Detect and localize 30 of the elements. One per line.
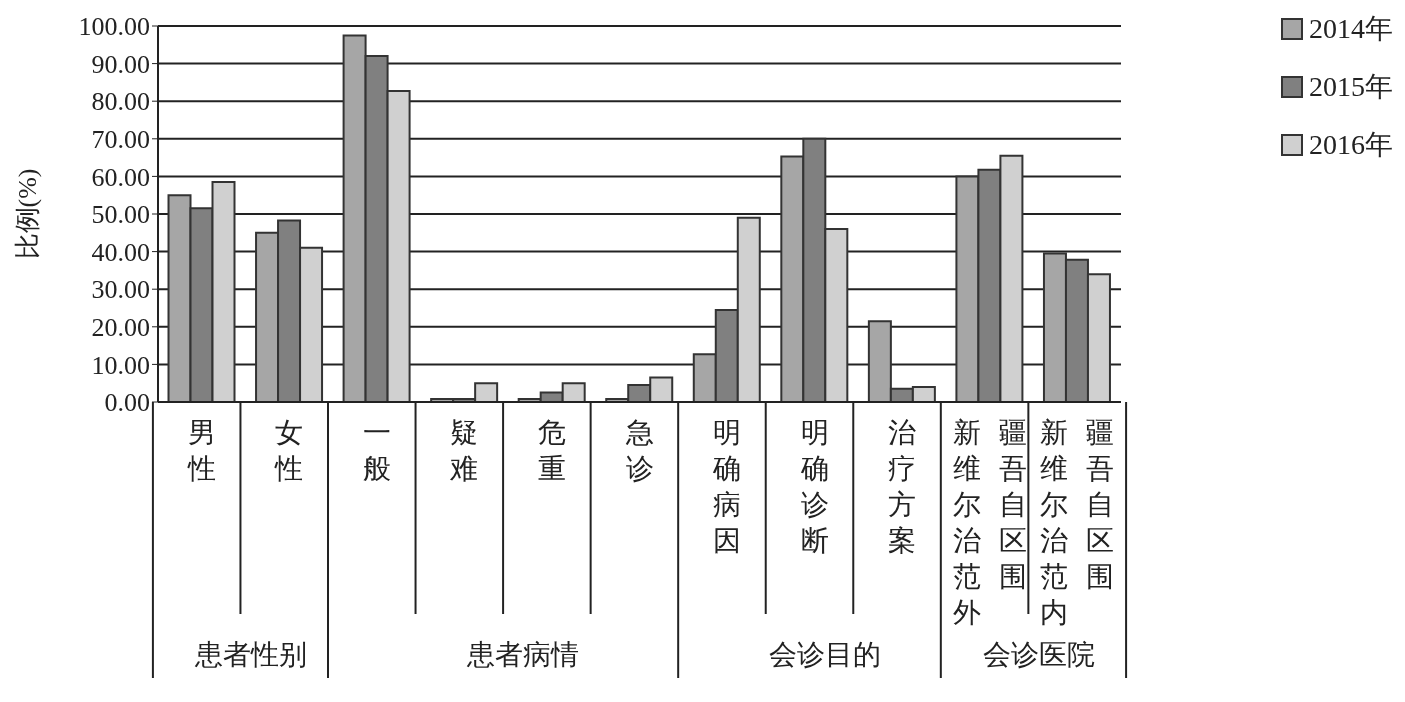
x-tick-label: 一般 [362, 417, 391, 484]
y-tick-label: 10.00 [91, 350, 150, 380]
x-tick-label: 女性 [274, 417, 304, 484]
x-tick-label: 明确病因 [712, 417, 742, 556]
text: 患者病情 [466, 639, 580, 670]
text: 患者性别 [193, 639, 307, 670]
legend-label: 2015年 [1309, 70, 1393, 104]
x-tick-label: 治疗方案 [888, 417, 917, 556]
legend-label: 2016年 [1309, 128, 1393, 162]
y-axis-title: 比例(%) [12, 168, 42, 260]
y-tick-label: 40.00 [91, 237, 150, 267]
y-tick-label: 100.00 [78, 12, 150, 42]
x-tick-label: 男性 [186, 417, 216, 484]
y-tick-label: 30.00 [91, 275, 150, 305]
y-tick-label: 80.00 [91, 87, 150, 117]
x-tick-label: 明确诊断 [799, 417, 829, 556]
text: 会诊目的 [768, 639, 881, 670]
y-tick-label: 50.00 [91, 200, 150, 230]
y-tick-label: 0.00 [104, 388, 150, 418]
legend-label: 2014年 [1309, 12, 1393, 46]
y-tick-label: 70.00 [91, 125, 150, 155]
y-tick-label: 60.00 [91, 162, 150, 192]
x-tick-label: 危重 [537, 417, 566, 484]
x-tick-label: 疑难 [449, 417, 479, 484]
category-label: 新疆维吾尔自治区范围内 [1040, 417, 1115, 628]
y-tick-label: 90.00 [91, 49, 150, 79]
x-tick-label: 急诊 [624, 417, 654, 484]
y-tick-label: 20.00 [91, 313, 150, 343]
text: 会诊医院 [982, 639, 1095, 670]
category-label: 新疆维吾尔自治区范围外 [952, 417, 1027, 628]
